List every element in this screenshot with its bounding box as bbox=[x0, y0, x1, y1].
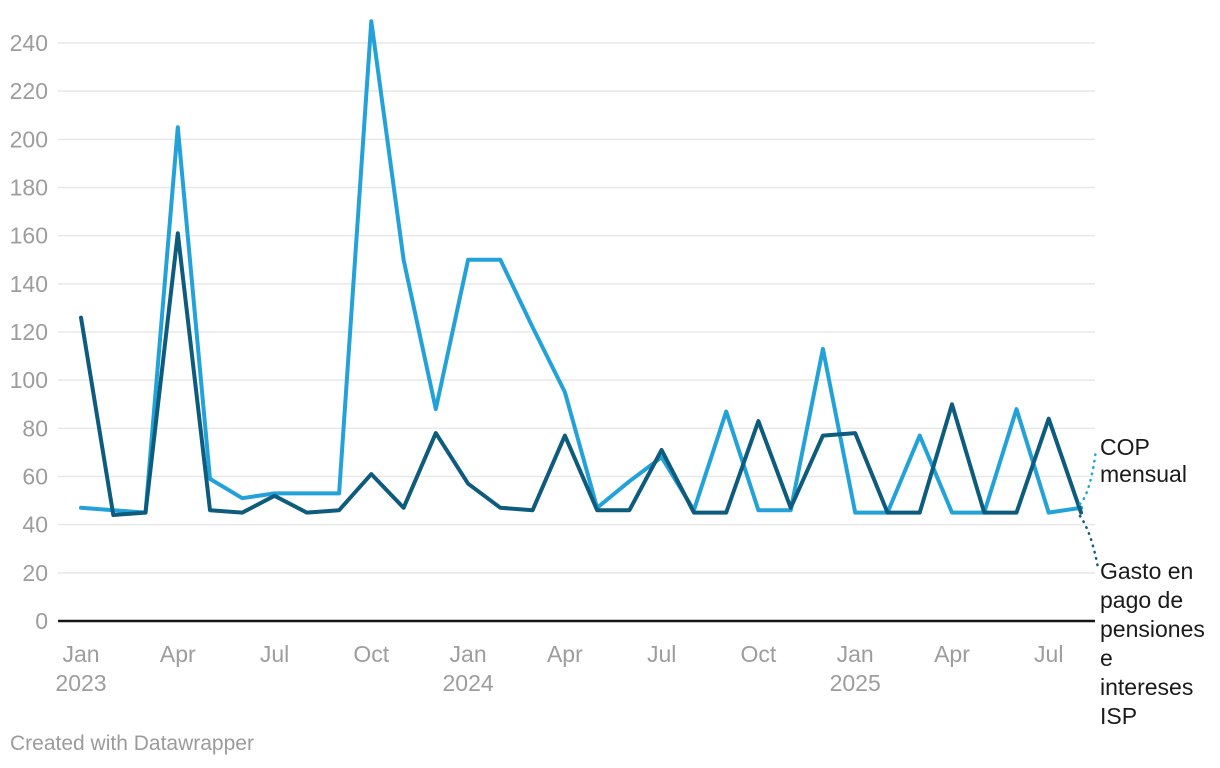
y-axis-tick-label: 140 bbox=[10, 271, 48, 297]
y-axis-tick-label: 100 bbox=[10, 367, 48, 393]
series-label-gasto-pensiones: Gasto en pago de pensiones e intereses I… bbox=[1100, 558, 1205, 729]
x-axis-tick-label-month: Apr bbox=[160, 641, 196, 667]
x-axis-tick-label-year: 2023 bbox=[55, 670, 106, 696]
datawrapper-credit-link[interactable]: Created with Datawrapper bbox=[10, 732, 254, 755]
x-axis-tick-label-month: Apr bbox=[934, 641, 970, 667]
x-axis-tick-label-month: Oct bbox=[741, 641, 777, 667]
series-label-cop-mensual: COP mensual bbox=[1100, 434, 1187, 487]
x-axis-tick-label-month: Apr bbox=[547, 641, 583, 667]
series-line-cop-mensual[interactable] bbox=[79, 19, 1083, 515]
y-axis-tick-label: 220 bbox=[10, 78, 48, 104]
x-axis-tick-label-month: Jul bbox=[1034, 641, 1063, 667]
y-axis-tick-label: 160 bbox=[10, 223, 48, 249]
y-axis-tick-label: 60 bbox=[22, 464, 48, 490]
y-axis-tick-label: 200 bbox=[10, 126, 48, 152]
y-axis-tick-label: 120 bbox=[10, 319, 48, 345]
leader-line-cop-mensual bbox=[1078, 448, 1098, 506]
y-axis-tick-label: 40 bbox=[22, 512, 48, 538]
y-axis-tick-label: 180 bbox=[10, 175, 48, 201]
y-axis-tick-label: 240 bbox=[10, 30, 48, 56]
x-axis-tick-label-month: Jul bbox=[647, 641, 676, 667]
x-axis-tick-label-year: 2024 bbox=[443, 670, 494, 696]
x-axis-tick-label-month: Jan bbox=[837, 641, 874, 667]
leader-line-gasto-pensiones bbox=[1078, 514, 1100, 570]
x-axis-tick-label-month: Jan bbox=[62, 641, 99, 667]
x-axis-tick-label-year: 2025 bbox=[830, 670, 881, 696]
series-line-gasto-pensiones[interactable] bbox=[79, 231, 1083, 517]
y-axis-tick-label: 0 bbox=[35, 608, 48, 634]
x-axis-tick-label-month: Oct bbox=[353, 641, 389, 667]
x-axis-tick-label-month: Jan bbox=[450, 641, 487, 667]
y-axis-tick-label: 20 bbox=[22, 560, 48, 586]
x-axis-tick-label-month: Jul bbox=[260, 641, 289, 667]
y-axis-tick-label: 80 bbox=[22, 415, 48, 441]
